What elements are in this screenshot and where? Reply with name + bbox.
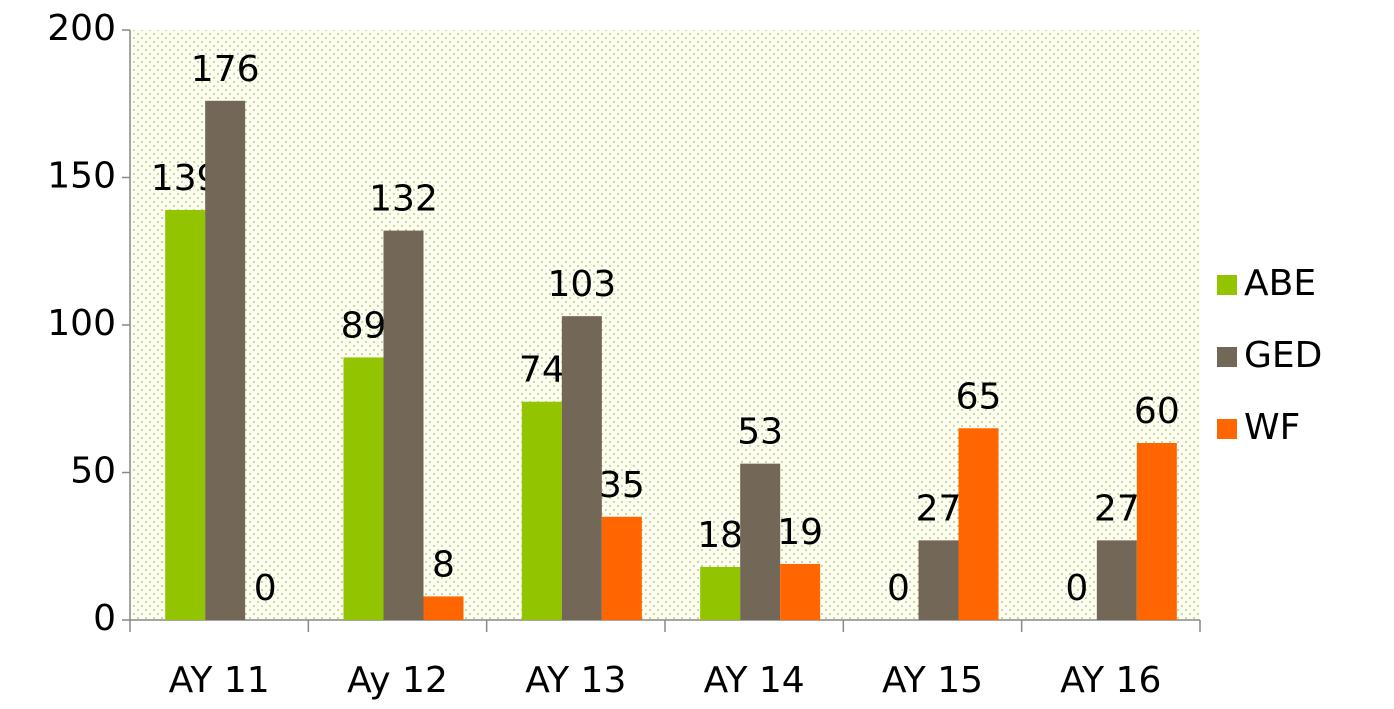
bar bbox=[1096, 540, 1137, 620]
bar bbox=[601, 516, 642, 620]
data-label: 65 bbox=[956, 376, 1002, 417]
bar bbox=[343, 357, 384, 620]
legend-swatch bbox=[1217, 419, 1237, 439]
bar bbox=[1136, 443, 1177, 620]
data-label: 176 bbox=[191, 49, 260, 90]
y-tick-label: 100 bbox=[47, 303, 116, 344]
x-tick-label: AY 15 bbox=[882, 660, 983, 701]
data-label: 74 bbox=[519, 350, 565, 391]
bar bbox=[780, 563, 821, 620]
bar bbox=[423, 596, 464, 620]
data-label: 0 bbox=[1065, 568, 1088, 609]
x-tick-label: AY 11 bbox=[169, 660, 270, 701]
legend-swatch bbox=[1217, 347, 1237, 367]
bar bbox=[521, 401, 562, 620]
legend-label: ABE bbox=[1244, 263, 1316, 304]
x-tick-label: AY 14 bbox=[704, 660, 805, 701]
bar bbox=[918, 540, 959, 620]
data-label: 27 bbox=[1094, 488, 1140, 529]
data-label: 35 bbox=[599, 465, 645, 506]
data-label: 18 bbox=[697, 515, 743, 556]
data-label: 60 bbox=[1134, 391, 1180, 432]
data-label: 132 bbox=[369, 179, 438, 220]
x-tick-label: Ay 12 bbox=[347, 660, 448, 701]
data-label: 27 bbox=[916, 488, 962, 529]
data-label: 19 bbox=[777, 512, 823, 553]
bar bbox=[958, 428, 999, 620]
bar bbox=[205, 100, 246, 621]
bar bbox=[383, 230, 424, 620]
y-tick-label: 50 bbox=[70, 451, 116, 492]
data-label: 8 bbox=[432, 544, 455, 585]
data-label: 0 bbox=[254, 568, 277, 609]
bar bbox=[740, 463, 781, 620]
legend-label: WF bbox=[1244, 407, 1300, 448]
legend-label: GED bbox=[1244, 335, 1322, 376]
bar bbox=[700, 566, 741, 620]
legend-swatch bbox=[1217, 275, 1237, 295]
data-label: 0 bbox=[887, 568, 910, 609]
y-tick-label: 150 bbox=[47, 156, 116, 197]
y-tick-label: 0 bbox=[93, 598, 116, 639]
bar bbox=[561, 316, 602, 620]
plot-area bbox=[130, 30, 1200, 620]
x-tick-label: AY 16 bbox=[1060, 660, 1161, 701]
data-label: 103 bbox=[547, 264, 616, 305]
data-label: 53 bbox=[737, 412, 783, 453]
bar bbox=[165, 209, 206, 620]
x-tick-label: AY 13 bbox=[525, 660, 626, 701]
y-tick-label: 200 bbox=[47, 8, 116, 49]
data-label: 89 bbox=[341, 305, 387, 346]
